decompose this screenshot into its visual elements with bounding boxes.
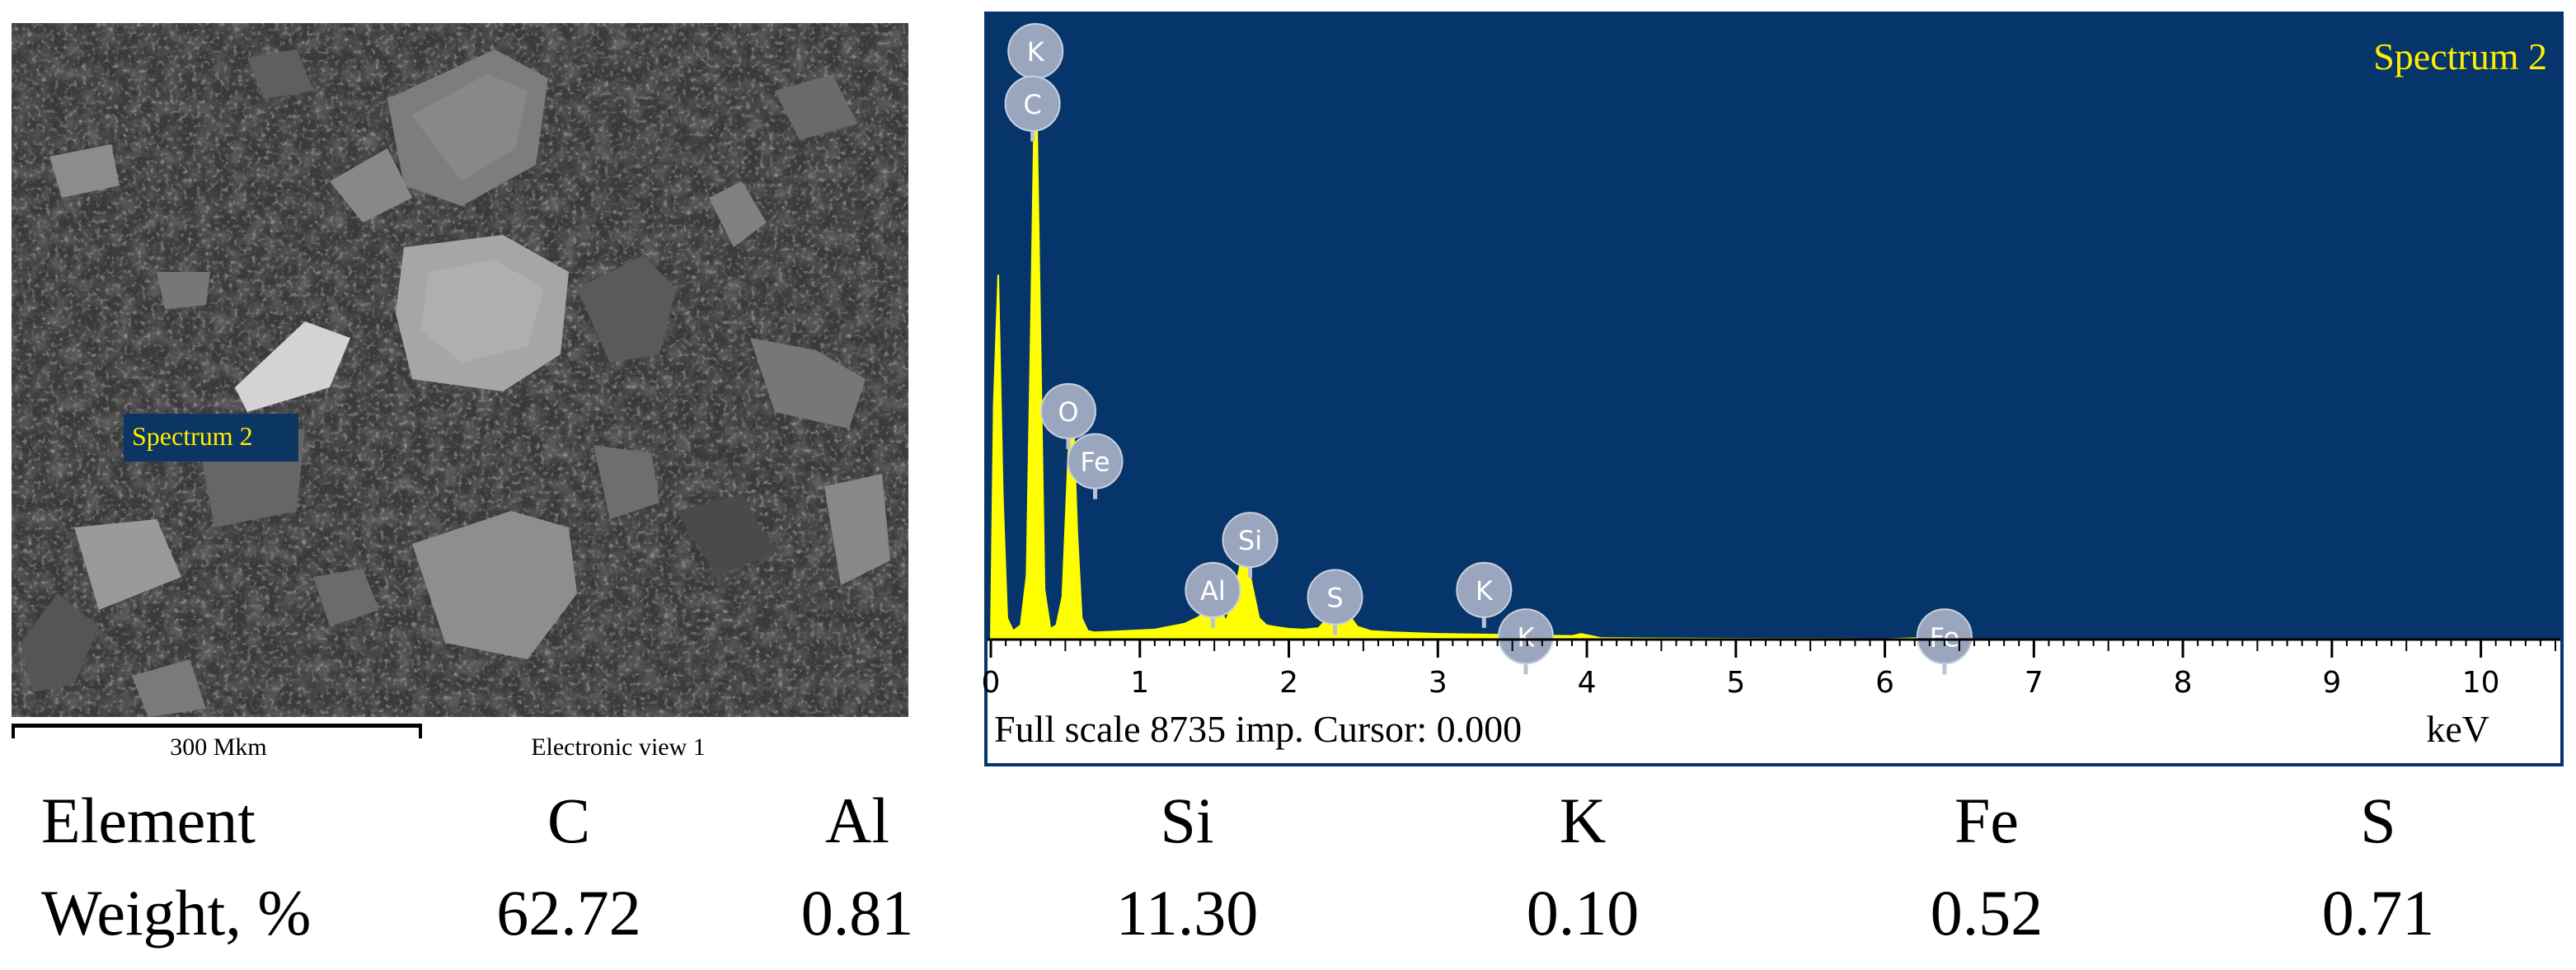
marker-circle: [1067, 433, 1124, 490]
table-cell: 62.72: [496, 877, 641, 949]
marker-label: Fe: [1080, 447, 1110, 478]
table-cell: 0.71: [2321, 877, 2435, 949]
table-row: Weight, % 62.72 0.81 11.30 0.10 0.52 0.7…: [16, 867, 2564, 959]
marker-circle: [1004, 75, 1061, 132]
marker-label: K: [1027, 36, 1045, 68]
marker-circle: [1456, 561, 1513, 618]
table-cell: Weight, %: [41, 877, 312, 949]
marker-label: Si: [1238, 525, 1262, 556]
marker-label: C: [1023, 89, 1041, 120]
x-tick-label: 8: [2174, 666, 2193, 700]
marker-label: K: [1517, 621, 1535, 653]
footer-text: Full scale 8735 imp. Cursor: 0.000: [994, 708, 1522, 750]
marker-label: Al: [1200, 575, 1226, 607]
x-tick-label: 0: [982, 666, 1001, 700]
table-cell: 11.30: [1115, 877, 1259, 949]
x-tick-label: 7: [2025, 666, 2043, 700]
x-tick-label: 1: [1130, 666, 1149, 700]
table-cell: Fe: [1954, 785, 2019, 856]
element-marker-fe: Fe: [1916, 608, 1973, 675]
x-tick-label: 6: [1875, 666, 1894, 700]
x-tick-label: 2: [1279, 666, 1298, 700]
x-tick-label: 10: [2462, 666, 2500, 700]
table-cell: Al: [825, 785, 889, 856]
marker-label: Fe: [1930, 621, 1959, 653]
x-tick-label: 9: [2322, 666, 2341, 700]
marker-circle: [1185, 561, 1241, 618]
table-cell: 0.52: [1930, 877, 2043, 949]
marker-label: O: [1058, 396, 1078, 428]
marker-circle: [1222, 512, 1279, 569]
element-marker-s: S: [1307, 569, 1363, 635]
x-tick-label: 5: [1726, 666, 1745, 700]
table-cell: 0.10: [1526, 877, 1640, 949]
x-tick-label: 3: [1429, 666, 1448, 700]
marker-label: S: [1326, 583, 1343, 614]
element-marker-k: K: [1007, 23, 1064, 89]
table-cell: K: [1559, 785, 1607, 856]
element-marker-o: O: [1039, 382, 1096, 449]
element-marker-si: Si: [1222, 512, 1279, 579]
element-marker-fe: Fe: [1067, 433, 1124, 499]
marker-label: K: [1476, 575, 1494, 607]
x-axis-label: keV: [2426, 708, 2489, 750]
table-cell: C: [547, 785, 591, 856]
element-marker-c: C: [1004, 75, 1061, 142]
table-cell: S: [2360, 785, 2396, 856]
composition-table: Element C Al Si K Fe S Weight, % 62.72 0…: [16, 775, 2564, 959]
element-marker-k: K: [1456, 561, 1513, 628]
marker-circle: [1039, 382, 1096, 439]
chart-title: Spectrum 2: [2373, 35, 2547, 77]
element-marker-al: Al: [1185, 561, 1241, 628]
marker-circle: [1307, 569, 1363, 626]
table-cell: Element: [41, 785, 256, 856]
table-cell: Si: [1160, 785, 1214, 856]
table-header-row: Element C Al Si K Fe S: [16, 775, 2564, 867]
x-tick-label: 4: [1578, 666, 1597, 700]
table-cell: 0.81: [800, 877, 914, 949]
marker-circle: [1916, 608, 1973, 665]
